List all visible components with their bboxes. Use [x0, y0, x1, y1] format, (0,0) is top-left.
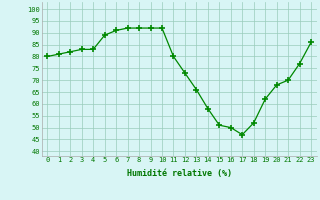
X-axis label: Humidité relative (%): Humidité relative (%) [127, 169, 232, 178]
